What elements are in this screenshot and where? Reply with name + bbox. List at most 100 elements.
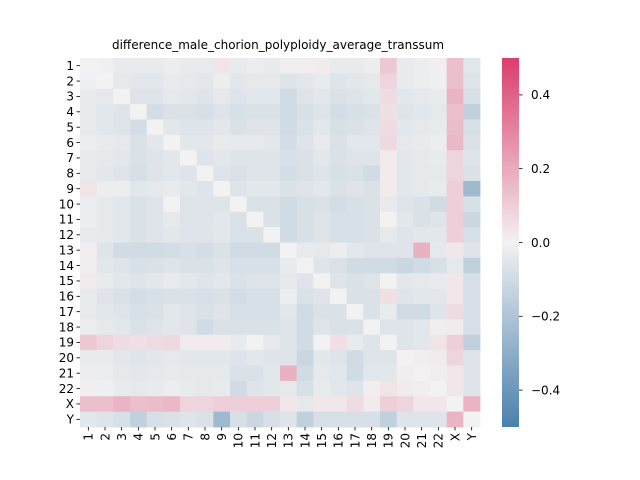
heatmap-cell	[80, 319, 98, 336]
heatmap-cell	[146, 73, 164, 90]
heatmap-cell	[313, 58, 331, 74]
heatmap-cell	[113, 119, 131, 136]
heatmap-cell	[280, 73, 298, 90]
heatmap-cell	[413, 334, 431, 351]
heatmap-cell	[363, 288, 381, 305]
heatmap-cell	[346, 350, 364, 366]
heatmap-cell	[130, 350, 148, 366]
heatmap-cell	[396, 150, 414, 167]
heatmap-cell	[380, 104, 398, 120]
heatmap-cell	[363, 257, 381, 274]
heatmap-cell	[413, 58, 431, 74]
y-tick-label: 10	[59, 197, 74, 211]
heatmap-cell	[296, 196, 314, 213]
heatmap-cell	[130, 227, 148, 243]
heatmap-cell	[113, 350, 131, 366]
heatmap-cell	[363, 150, 381, 167]
heatmap-cell	[163, 319, 181, 336]
heatmap-cell	[446, 319, 464, 336]
heatmap-cell	[346, 58, 364, 74]
heatmap-cell	[380, 319, 398, 336]
heatmap-cell	[96, 396, 114, 413]
heatmap-cell	[80, 104, 98, 120]
heatmap-cell	[196, 119, 214, 136]
heatmap-cell	[230, 73, 248, 90]
heatmap-cell	[180, 196, 198, 213]
heatmap-cell	[213, 273, 231, 290]
heatmap-cell	[196, 181, 214, 197]
heatmap-cell	[263, 288, 281, 305]
heatmap-cell	[246, 350, 264, 366]
heatmap-cell	[213, 227, 231, 243]
heatmap-cell	[380, 396, 398, 413]
heatmap-cell	[213, 58, 231, 74]
heatmap-cell	[313, 350, 331, 366]
heatmap-cell	[146, 350, 164, 366]
heatmap-cell	[196, 304, 214, 320]
heatmap-cell	[380, 181, 398, 197]
heatmap-cell	[346, 88, 364, 105]
heatmap-cell	[263, 227, 281, 243]
heatmap-cell	[430, 150, 448, 167]
heatmap-cell	[230, 134, 248, 151]
x-tick-labels: 1 2 3 4 5 6 7 8 9 10 11 12 13 14 15 16 17 18 19 20 21 22 X Y	[82, 427, 479, 448]
heatmap-cell	[263, 58, 281, 74]
heatmap-cell	[180, 411, 198, 428]
heatmap-cell	[296, 134, 314, 151]
heatmap-cell	[130, 196, 148, 213]
heatmap-cell	[280, 273, 298, 290]
heatmap-cell	[463, 181, 481, 197]
heatmap-cell	[280, 242, 298, 259]
y-tick-label: 19	[59, 336, 74, 350]
heatmap-cell	[230, 365, 248, 382]
heatmap-cell	[230, 196, 248, 213]
heatmap-cell	[163, 150, 181, 167]
heatmap-cell	[396, 288, 414, 305]
heatmap-cell	[280, 211, 298, 228]
heatmap-cell	[263, 181, 281, 197]
heatmap-cell	[346, 165, 364, 182]
y-tick-label: 7	[66, 151, 74, 165]
heatmap-cell	[380, 211, 398, 228]
heatmap-cell	[263, 319, 281, 336]
heatmap-cell	[296, 257, 314, 274]
y-tick-label: 2	[66, 74, 74, 88]
heatmap-cell	[346, 273, 364, 290]
heatmap-cell	[296, 150, 314, 167]
heatmap-cell	[346, 334, 364, 351]
heatmap-cell	[446, 242, 464, 259]
heatmap-cell	[296, 165, 314, 182]
heatmap-cell	[96, 181, 114, 197]
heatmap-cell	[246, 104, 264, 120]
colorbar-tick-label: 0.0	[531, 236, 550, 250]
heatmap-cell	[413, 273, 431, 290]
heatmap-cell	[163, 88, 181, 105]
heatmap-cell	[180, 319, 198, 336]
heatmap-cell	[430, 134, 448, 151]
heatmap-cell	[463, 304, 481, 320]
heatmap-cell	[380, 380, 398, 397]
heatmap-cell	[380, 119, 398, 136]
heatmap-cell	[130, 58, 148, 74]
heatmap-cell	[113, 227, 131, 243]
heatmap-cell	[330, 273, 348, 290]
heatmap-cell	[96, 58, 114, 74]
y-tick-label: 8	[66, 167, 74, 181]
heatmap-cell	[296, 88, 314, 105]
heatmap-cell	[446, 227, 464, 243]
heatmap-cell	[446, 58, 464, 74]
heatmap-cell	[163, 334, 181, 351]
heatmap-cell	[346, 73, 364, 90]
heatmap-cell	[180, 396, 198, 413]
heatmap-cell	[80, 365, 98, 382]
heatmap-cell	[313, 104, 331, 120]
heatmap-cell	[130, 257, 148, 274]
heatmap-cell	[263, 304, 281, 320]
heatmap-cell	[146, 304, 164, 320]
heatmap-cell	[330, 380, 348, 397]
heatmap-cell	[146, 181, 164, 197]
heatmap-cell	[213, 211, 231, 228]
heatmap-cell	[413, 304, 431, 320]
heatmap-cell	[296, 181, 314, 197]
heatmap-cell	[230, 257, 248, 274]
